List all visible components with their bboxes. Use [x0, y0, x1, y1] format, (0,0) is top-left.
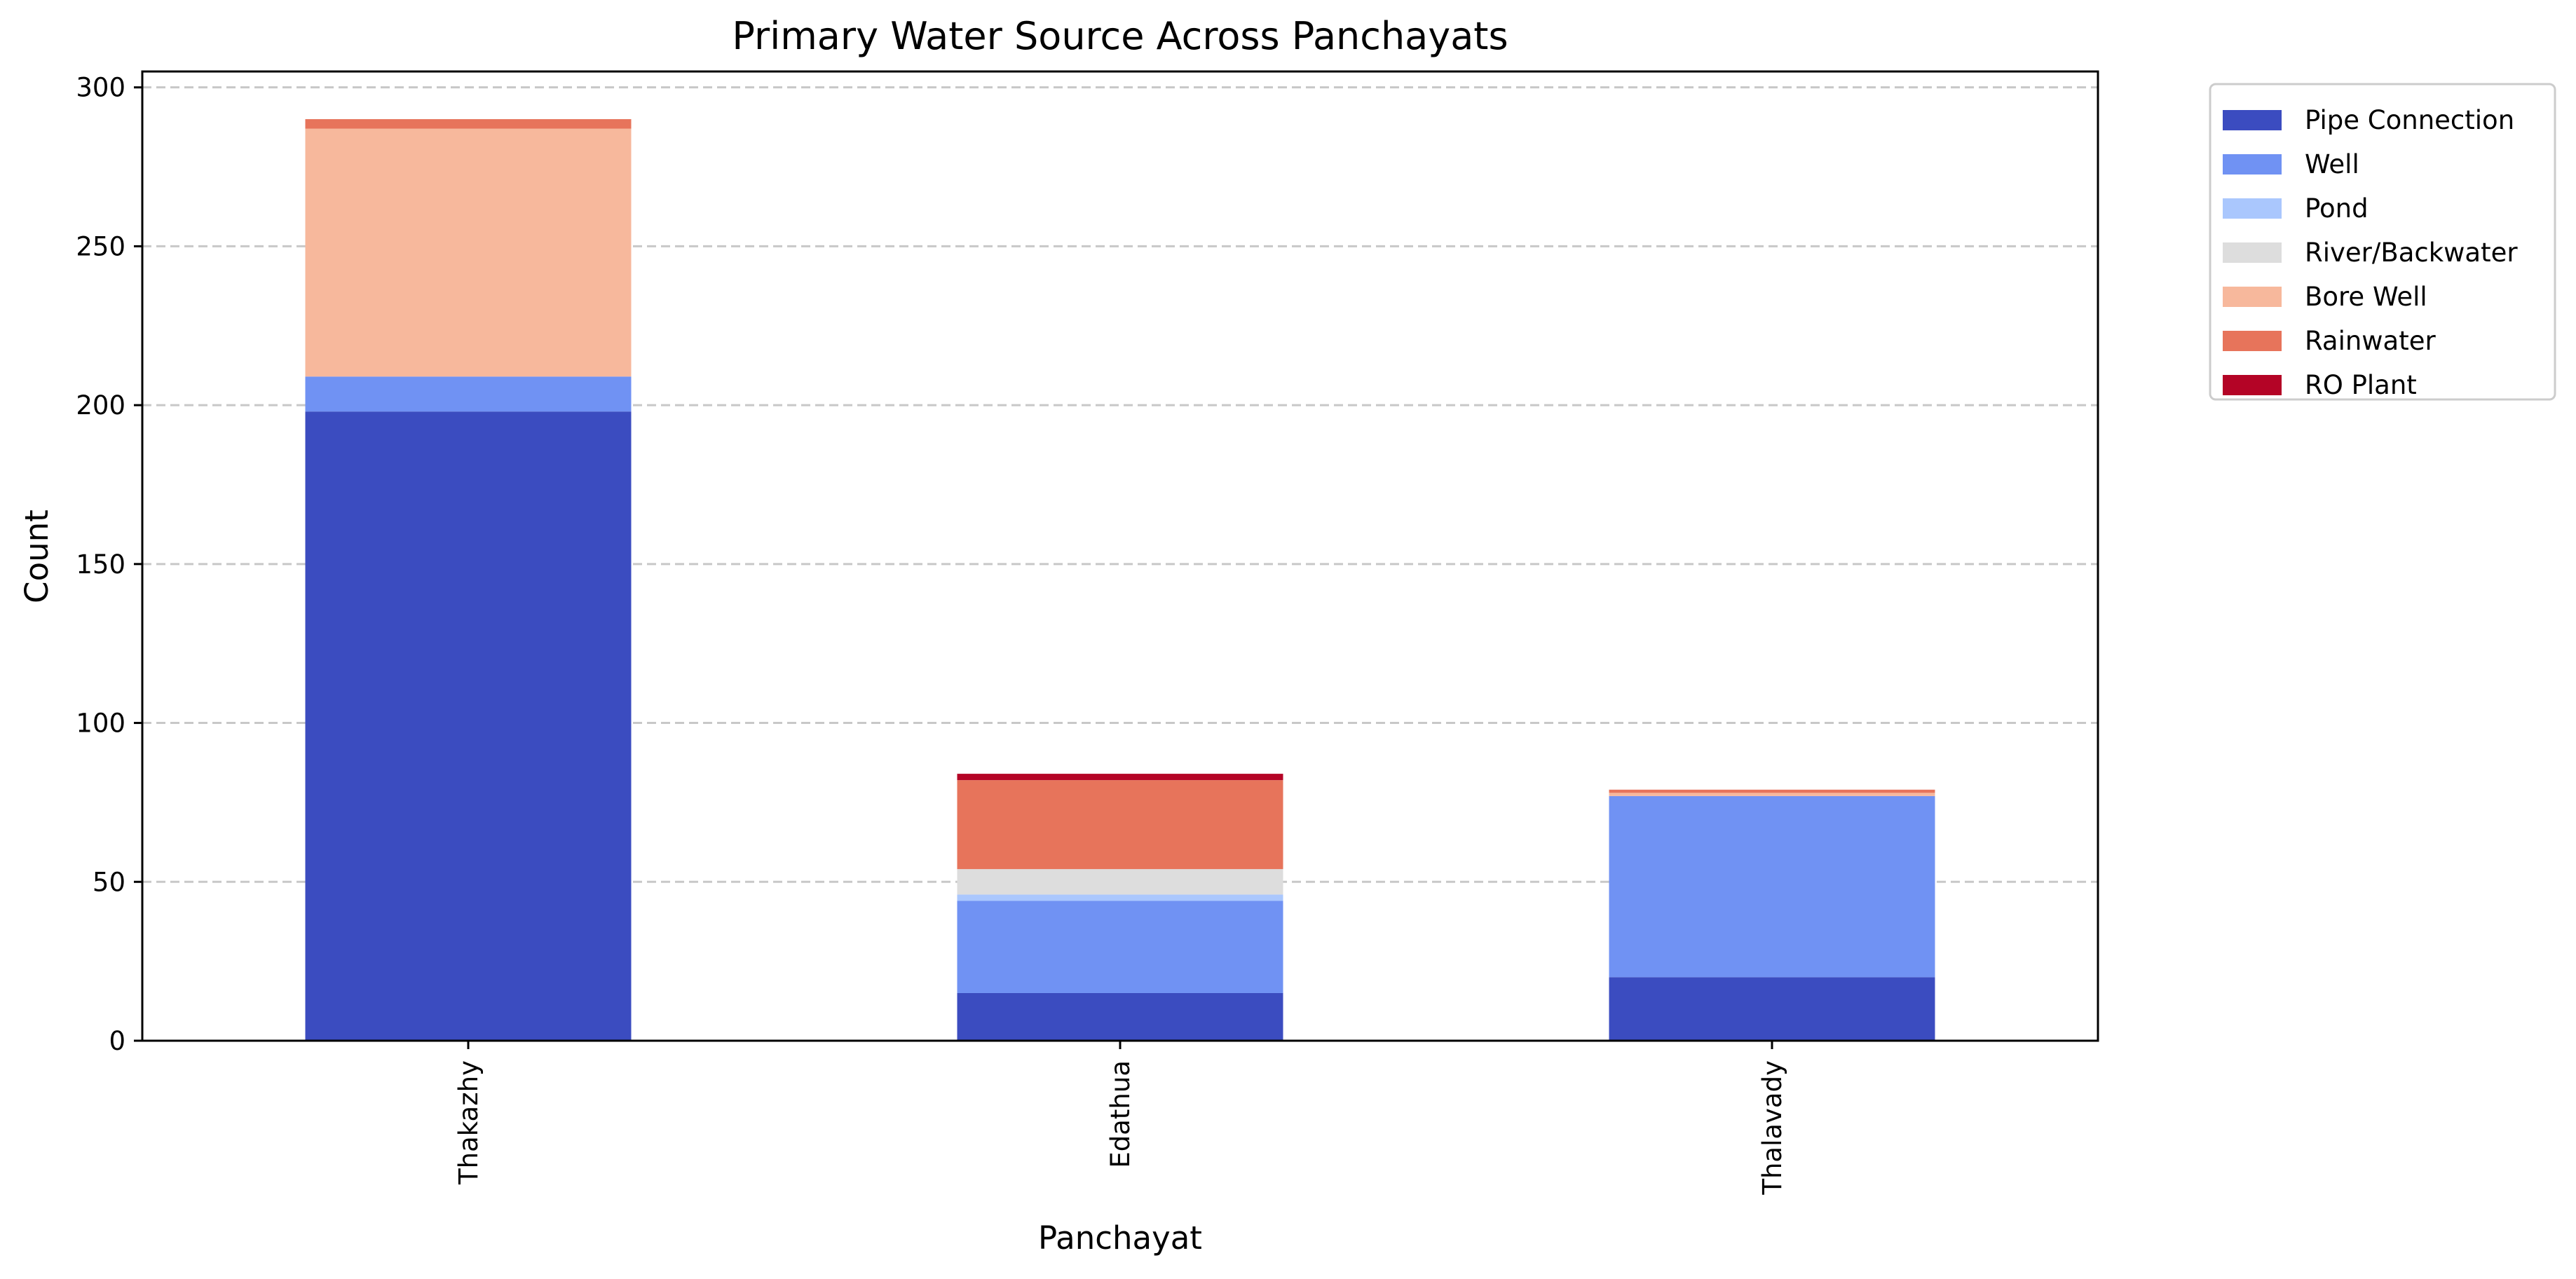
- x-axis: Thakazhy Edathua Thalavady: [454, 1041, 1787, 1196]
- legend-swatch: [2223, 375, 2282, 395]
- x-tick-label: Thakazhy: [454, 1060, 484, 1185]
- y-tick-label: 100: [76, 709, 125, 739]
- legend-label: Pond: [2305, 193, 2369, 224]
- y-tick-label: 150: [76, 549, 125, 580]
- bar-segment-pond: [957, 894, 1283, 901]
- legend: Pipe Connection Well Pond River/Backwater Bo…: [2209, 83, 2556, 401]
- bar-segment-pipe-connection: [305, 411, 632, 1041]
- legend-swatch: [2223, 287, 2282, 307]
- y-tick-label: 200: [76, 390, 125, 420]
- legend-swatch: [2223, 110, 2282, 130]
- bar-segment-pipe-connection: [957, 992, 1283, 1041]
- legend-label: Pipe Connection: [2305, 105, 2514, 135]
- y-axis-title: Count: [18, 509, 55, 603]
- x-tick-label: Edathua: [1105, 1060, 1136, 1168]
- y-axis: 0 50 100 150 200 250 300: [76, 73, 142, 1056]
- chart-title: Primary Water Source Across Panchayats: [732, 14, 1508, 58]
- y-tick-label: 250: [76, 231, 125, 261]
- bar-segment-bore-well: [1609, 793, 1935, 796]
- legend-swatch: [2223, 198, 2282, 219]
- bar-segment-well: [305, 376, 632, 412]
- legend-label: RO Plant: [2305, 370, 2417, 400]
- legend-label: Rainwater: [2305, 326, 2437, 356]
- x-axis-title: Panchayat: [1038, 1219, 1202, 1257]
- y-tick-label: 300: [76, 73, 125, 103]
- bar-segment-well: [1609, 795, 1935, 978]
- y-tick-label: 50: [93, 867, 125, 897]
- legend-label: Bore Well: [2305, 282, 2427, 312]
- y-tick-label: 0: [109, 1026, 125, 1056]
- legend-swatch: [2223, 242, 2282, 263]
- legend-label: River/Backwater: [2305, 238, 2518, 268]
- legend-label: Well: [2305, 149, 2359, 179]
- bar-segment-ro-plant: [957, 774, 1283, 781]
- bar-segment-pipe-connection: [1609, 977, 1935, 1041]
- legend-frame: [2209, 83, 2556, 401]
- bar-segment-rainwater: [305, 119, 632, 129]
- bar-segment-well: [957, 901, 1283, 993]
- x-tick-label: Thalavady: [1757, 1060, 1787, 1196]
- bar-segment-rainwater: [1609, 789, 1935, 793]
- bars-group: [305, 119, 1935, 1041]
- bar-segment-bore-well: [305, 128, 632, 377]
- legend-swatch: [2223, 154, 2282, 175]
- bar-segment-rainwater: [957, 780, 1283, 870]
- bar-segment-river-backwater: [957, 869, 1283, 895]
- legend-swatch: [2223, 331, 2282, 351]
